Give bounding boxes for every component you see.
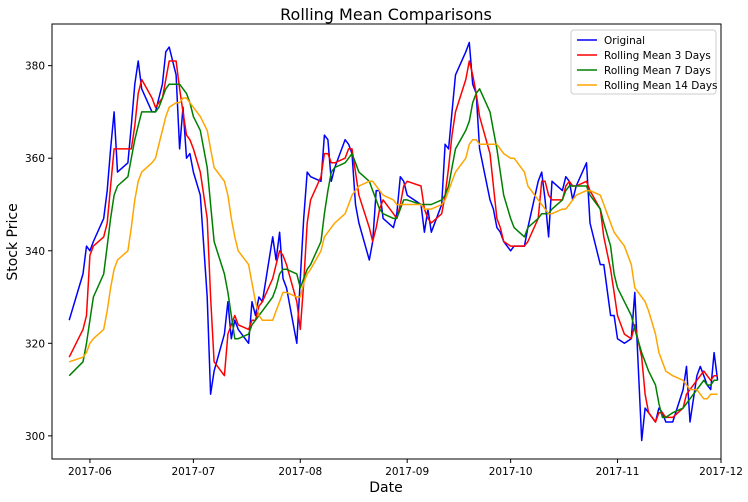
legend-entry: Rolling Mean 3 Days (604, 50, 711, 62)
y-tick-label: 300 (25, 431, 45, 443)
legend: Original Rolling Mean 3 Days Rolling Mean … (570, 29, 718, 95)
series-line-3 (68, 83, 718, 419)
series-line-1 (68, 41, 719, 442)
y-tick-label: 360 (25, 153, 45, 165)
y-tick-label: 340 (25, 246, 45, 258)
y-tick-label: 380 (25, 61, 45, 73)
x-axis-label: Date (369, 480, 402, 496)
chart-title: Rolling Mean Comparisons (280, 5, 492, 24)
x-tick-label: 2017-12 (699, 466, 743, 478)
y-tick-label: 320 (25, 338, 45, 350)
x-tick-label: 2017-08 (278, 466, 322, 478)
y-axis-ticks: 300 320 340 360 380 (25, 61, 52, 443)
legend-entry: Original (604, 35, 645, 47)
legend-box (570, 29, 717, 95)
x-tick-label: 2017-06 (68, 466, 112, 478)
x-tick-label: 2017-09 (385, 466, 429, 478)
series-layer (68, 41, 719, 442)
x-tick-label: 2017-07 (171, 466, 215, 478)
legend-entry: Rolling Mean 14 Days (604, 80, 718, 92)
x-tick-label: 2017-11 (596, 466, 640, 478)
x-tick-label: 2017-10 (489, 466, 533, 478)
legend-entry: Rolling Mean 7 Days (604, 65, 711, 77)
x-axis-ticks: 2017-06 2017-07 2017-08 2017-09 2017-10 2017-… (68, 459, 743, 478)
y-axis-label: Stock Price (5, 203, 21, 280)
plot-frame (51, 23, 722, 460)
series-line-4 (68, 97, 718, 400)
